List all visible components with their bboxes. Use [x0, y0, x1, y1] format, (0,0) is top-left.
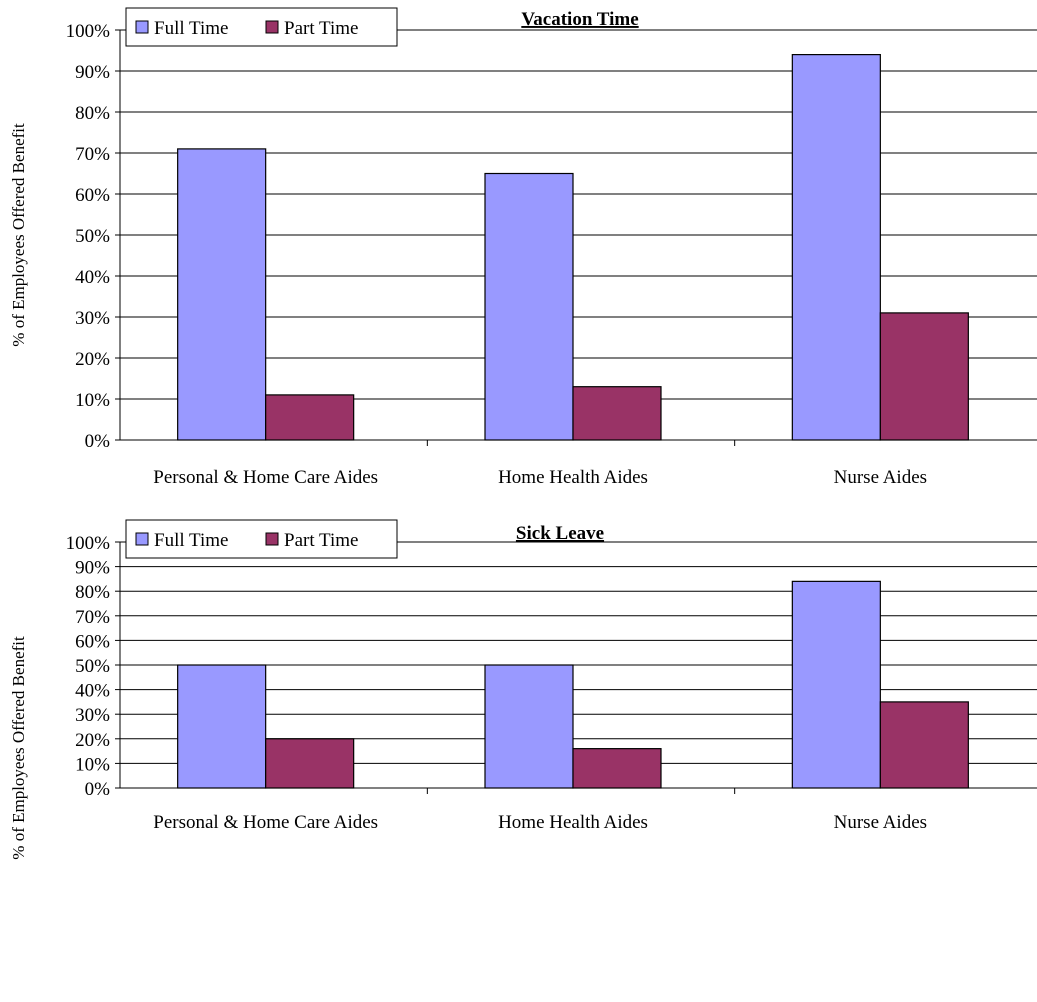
- y-tick-label: 20%: [75, 730, 110, 751]
- legend: Full Time Part Time: [125, 519, 398, 559]
- bar-full-time: [484, 172, 574, 441]
- y-tick-label: 30%: [75, 308, 110, 329]
- legend-swatch-full-time: [135, 20, 149, 34]
- y-tick-label: 20%: [75, 349, 110, 370]
- y-tick-label: 0%: [85, 431, 111, 452]
- y-tick-label: 0%: [85, 779, 111, 800]
- y-tick-label: 60%: [75, 631, 110, 652]
- legend-label: Part Time: [284, 18, 358, 39]
- bar-full-time: [177, 148, 267, 441]
- bar-part-time: [879, 701, 969, 789]
- x-category-label: Nurse Aides: [834, 467, 927, 488]
- x-category-label: Nurse Aides: [834, 812, 927, 833]
- y-axis-label: % of Employees Offered Benefit: [9, 123, 28, 347]
- legend: Full Time Part Time: [125, 7, 398, 47]
- y-tick-label: 10%: [75, 754, 110, 775]
- y-tick-label: 90%: [75, 558, 110, 579]
- legend-label: Part Time: [284, 530, 358, 551]
- y-tick-label: 50%: [75, 226, 110, 247]
- y-tick-label: 10%: [75, 390, 110, 411]
- chart-title: Vacation Time: [521, 9, 638, 30]
- y-tick-label: 100%: [66, 21, 111, 42]
- x-category-label: Personal & Home Care Aides: [153, 467, 378, 488]
- y-tick-label: 80%: [75, 582, 110, 603]
- bar-part-time: [265, 394, 355, 441]
- bar-full-time: [177, 664, 267, 789]
- legend-box: [125, 7, 398, 47]
- legend-label: Full Time: [154, 18, 228, 39]
- legend-label: Full Time: [154, 530, 228, 551]
- legend-swatch-full-time: [135, 532, 149, 546]
- bar-full-time: [791, 53, 881, 441]
- chart-panel-2: 0% 10% 20% 30% 40% 50% 60% 70% 80% 90% 100% Persona…: [9, 519, 1037, 860]
- y-tick-label: 40%: [75, 681, 110, 702]
- y-tick-label: 30%: [75, 705, 110, 726]
- y-tick-label: 60%: [75, 185, 110, 206]
- y-tick-label: 90%: [75, 62, 110, 83]
- y-tick-label: 70%: [75, 144, 110, 165]
- chart-panel-1: 0% 10% 20% 30% 40% 50% 60% 70% 80% 90% 100% Persona…: [9, 7, 1037, 488]
- bar-part-time: [572, 748, 662, 789]
- y-tick-label: 40%: [75, 267, 110, 288]
- x-category-label: Home Health Aides: [498, 467, 648, 488]
- bar-full-time: [791, 580, 881, 789]
- y-tick-label: 50%: [75, 656, 110, 677]
- chart-title: Sick Leave: [516, 523, 604, 544]
- x-category-label: Home Health Aides: [498, 812, 648, 833]
- y-tick-label: 80%: [75, 103, 110, 124]
- legend-swatch-part-time: [265, 20, 279, 34]
- legend-swatch-part-time: [265, 532, 279, 546]
- bar-part-time: [265, 738, 355, 789]
- y-axis-label: % of Employees Offered Benefit: [9, 636, 28, 860]
- x-category-label: Personal & Home Care Aides: [153, 812, 378, 833]
- bar-part-time: [879, 312, 969, 441]
- y-tick-label: 70%: [75, 607, 110, 628]
- bar-part-time: [572, 386, 662, 441]
- y-tick-label: 100%: [66, 533, 111, 554]
- bar-full-time: [484, 664, 574, 789]
- legend-box: [125, 519, 398, 559]
